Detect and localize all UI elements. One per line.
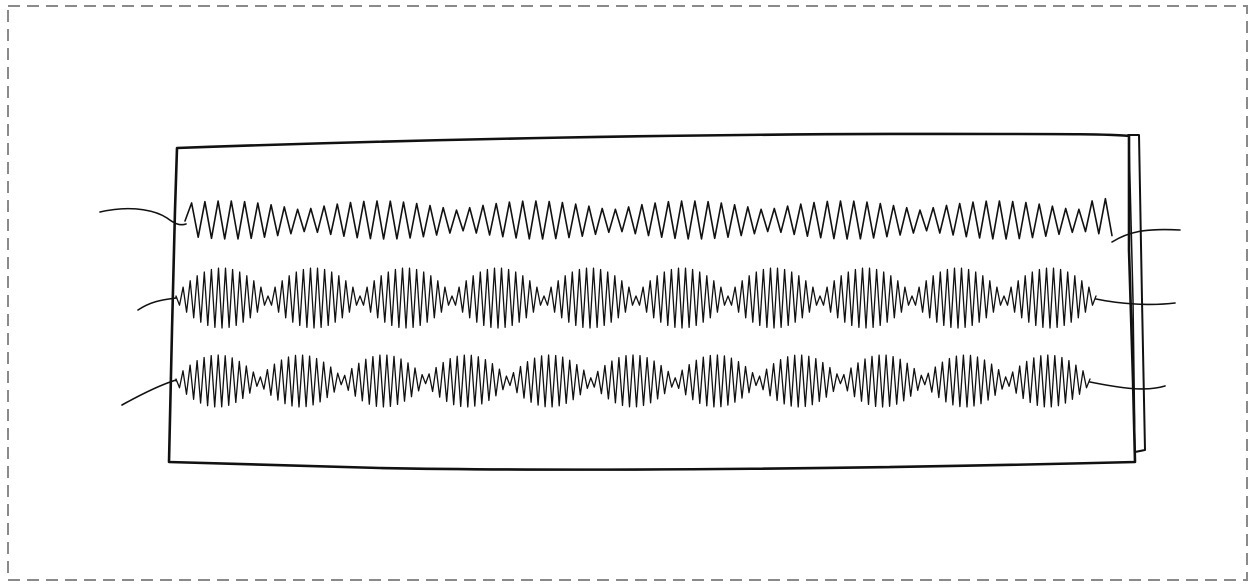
stitch-rows (99, 197, 1181, 408)
thread-tail-right-3 (1089, 381, 1166, 390)
satin-scallop-row-3 (175, 354, 1091, 408)
thread-tail-right-1 (1111, 228, 1181, 243)
thread-tail-left-3 (121, 379, 177, 406)
swatch-outline (167, 132, 1137, 471)
dashed-frame (7, 5, 1248, 581)
thread-tail-right-2 (1095, 298, 1176, 306)
thread-tail-left-2 (137, 297, 177, 311)
fabric-swatch (167, 132, 1146, 471)
swatch-fold-edge (1127, 134, 1146, 453)
satin-scallop-row-1 (175, 267, 1097, 329)
zigzag-stitch-row (184, 197, 1113, 240)
thread-tail-left-1 (99, 207, 187, 226)
